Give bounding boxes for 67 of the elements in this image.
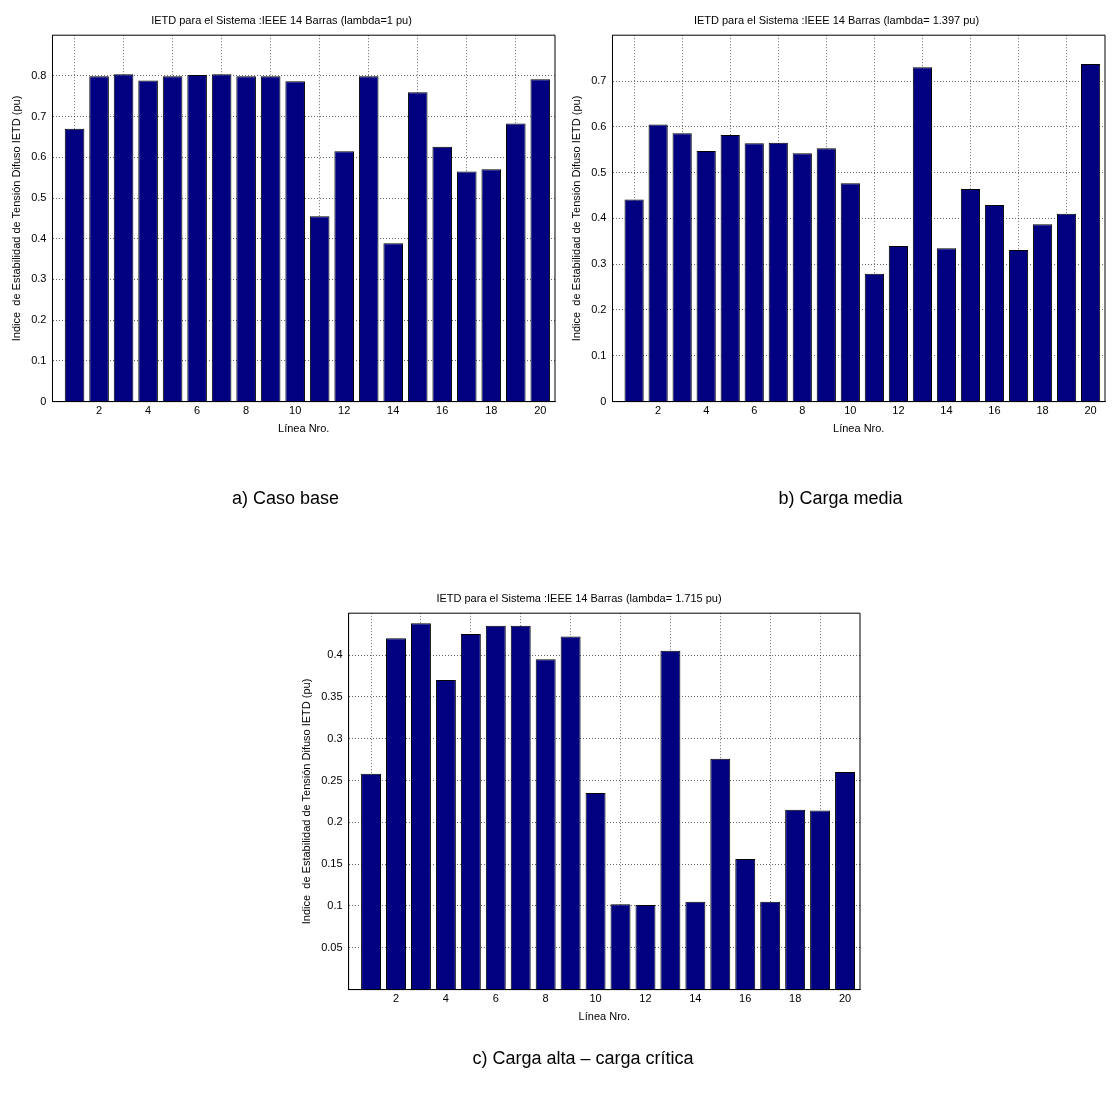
x-tick-label: 20 xyxy=(838,992,852,1005)
y-tick-label: 0.7 xyxy=(591,74,607,87)
x-tick-label: 16 xyxy=(436,404,449,417)
x-tick-label: 8 xyxy=(542,992,549,1005)
x-tick-label: 6 xyxy=(492,992,499,1005)
y-tick-label: 0.2 xyxy=(327,815,343,828)
text: b) Carga media xyxy=(777,488,904,509)
y-tick-label: 0.3 xyxy=(31,272,47,285)
x-tick-label: 16 xyxy=(988,404,1001,417)
x-tick-label: 10 xyxy=(289,404,302,417)
text: a) Caso base xyxy=(230,488,341,509)
y-tick-label: 0.2 xyxy=(31,313,47,326)
y-tick-label: 0.7 xyxy=(31,109,47,122)
x-axis-title: Línea Nro. xyxy=(578,1010,630,1023)
y-tick-label: 0.05 xyxy=(321,940,343,953)
x-tick-label: 12 xyxy=(639,992,652,1005)
y-tick-label: 0.35 xyxy=(321,689,343,702)
y-tick-label: 0.25 xyxy=(321,773,343,786)
y-tick-label: 0.8 xyxy=(31,68,47,81)
x-tick-label: 20 xyxy=(534,404,547,417)
x-tick-label: 18 xyxy=(485,404,498,417)
x-tick-label: 12 xyxy=(338,404,351,417)
x-tick-label: 2 xyxy=(655,404,662,417)
y-tick-label: 0.4 xyxy=(31,231,47,244)
x-tick-label: 4 xyxy=(145,404,152,417)
y-tick-label: 0 xyxy=(40,394,47,407)
y-axis-title: Indice de Estabilidad de Tensión Difuso IETD (pu) xyxy=(9,95,22,342)
x-tick-label: 10 xyxy=(844,404,857,417)
x-tick-label: 6 xyxy=(751,404,758,417)
chart-title: IETD para el Sistema :IEEE 14 Barras (lambda= 1.397 pu) xyxy=(693,13,980,26)
y-tick-label: 0.3 xyxy=(591,257,607,270)
x-tick-label: 14 xyxy=(689,992,702,1005)
x-tick-label: 16 xyxy=(739,992,752,1005)
chart-title: IETD para el Sistema :IEEE 14 Barras (lambda= 1.715 pu) xyxy=(436,591,722,604)
y-tick-label: 0.3 xyxy=(327,731,343,744)
x-tick-label: 4 xyxy=(442,992,449,1005)
x-tick-label: 6 xyxy=(194,404,201,417)
x-tick-label: 18 xyxy=(789,992,802,1005)
text: c) Carga alta – carga crítica xyxy=(471,1048,695,1069)
x-tick-label: 4 xyxy=(703,404,710,417)
x-axis-title: Línea Nro. xyxy=(833,422,885,435)
chart-title: IETD para el Sistema :IEEE 14 Barras (lambda=1 pu) xyxy=(151,13,412,26)
y-tick-label: 0.1 xyxy=(591,348,607,361)
x-axis-title: Línea Nro. xyxy=(278,422,330,435)
x-tick-label: 2 xyxy=(392,992,400,1005)
x-tick-label: 2 xyxy=(96,404,103,417)
x-tick-label: 20 xyxy=(1084,404,1097,417)
y-axis-title: Indice de Estabilidad de Tensión Difuso IETD (pu) xyxy=(569,95,582,342)
y-tick-label: 0.1 xyxy=(327,898,343,911)
y-tick-label: 0.5 xyxy=(591,165,607,178)
y-axis-title: Indice de Estabilidad de Tensión Difuso IETD (pu) xyxy=(299,678,312,925)
y-tick-label: 0.15 xyxy=(321,857,343,870)
y-tick-label: 0.6 xyxy=(31,150,47,163)
y-tick-label: 0.2 xyxy=(591,303,607,316)
x-tick-label: 12 xyxy=(892,404,905,417)
y-tick-label: 0.6 xyxy=(591,119,607,132)
x-tick-label: 18 xyxy=(1036,404,1049,417)
x-tick-label: 8 xyxy=(799,404,806,417)
x-tick-label: 14 xyxy=(940,404,953,417)
x-tick-label: 10 xyxy=(589,992,602,1005)
x-tick-label: 14 xyxy=(387,404,400,417)
x-tick-label: 8 xyxy=(243,404,250,417)
y-tick-label: 0.4 xyxy=(327,648,343,661)
y-tick-label: 0.5 xyxy=(31,191,47,204)
y-tick-label: 0 xyxy=(600,394,607,407)
y-tick-label: 0.4 xyxy=(591,211,607,224)
y-tick-label: 0.1 xyxy=(31,353,47,366)
